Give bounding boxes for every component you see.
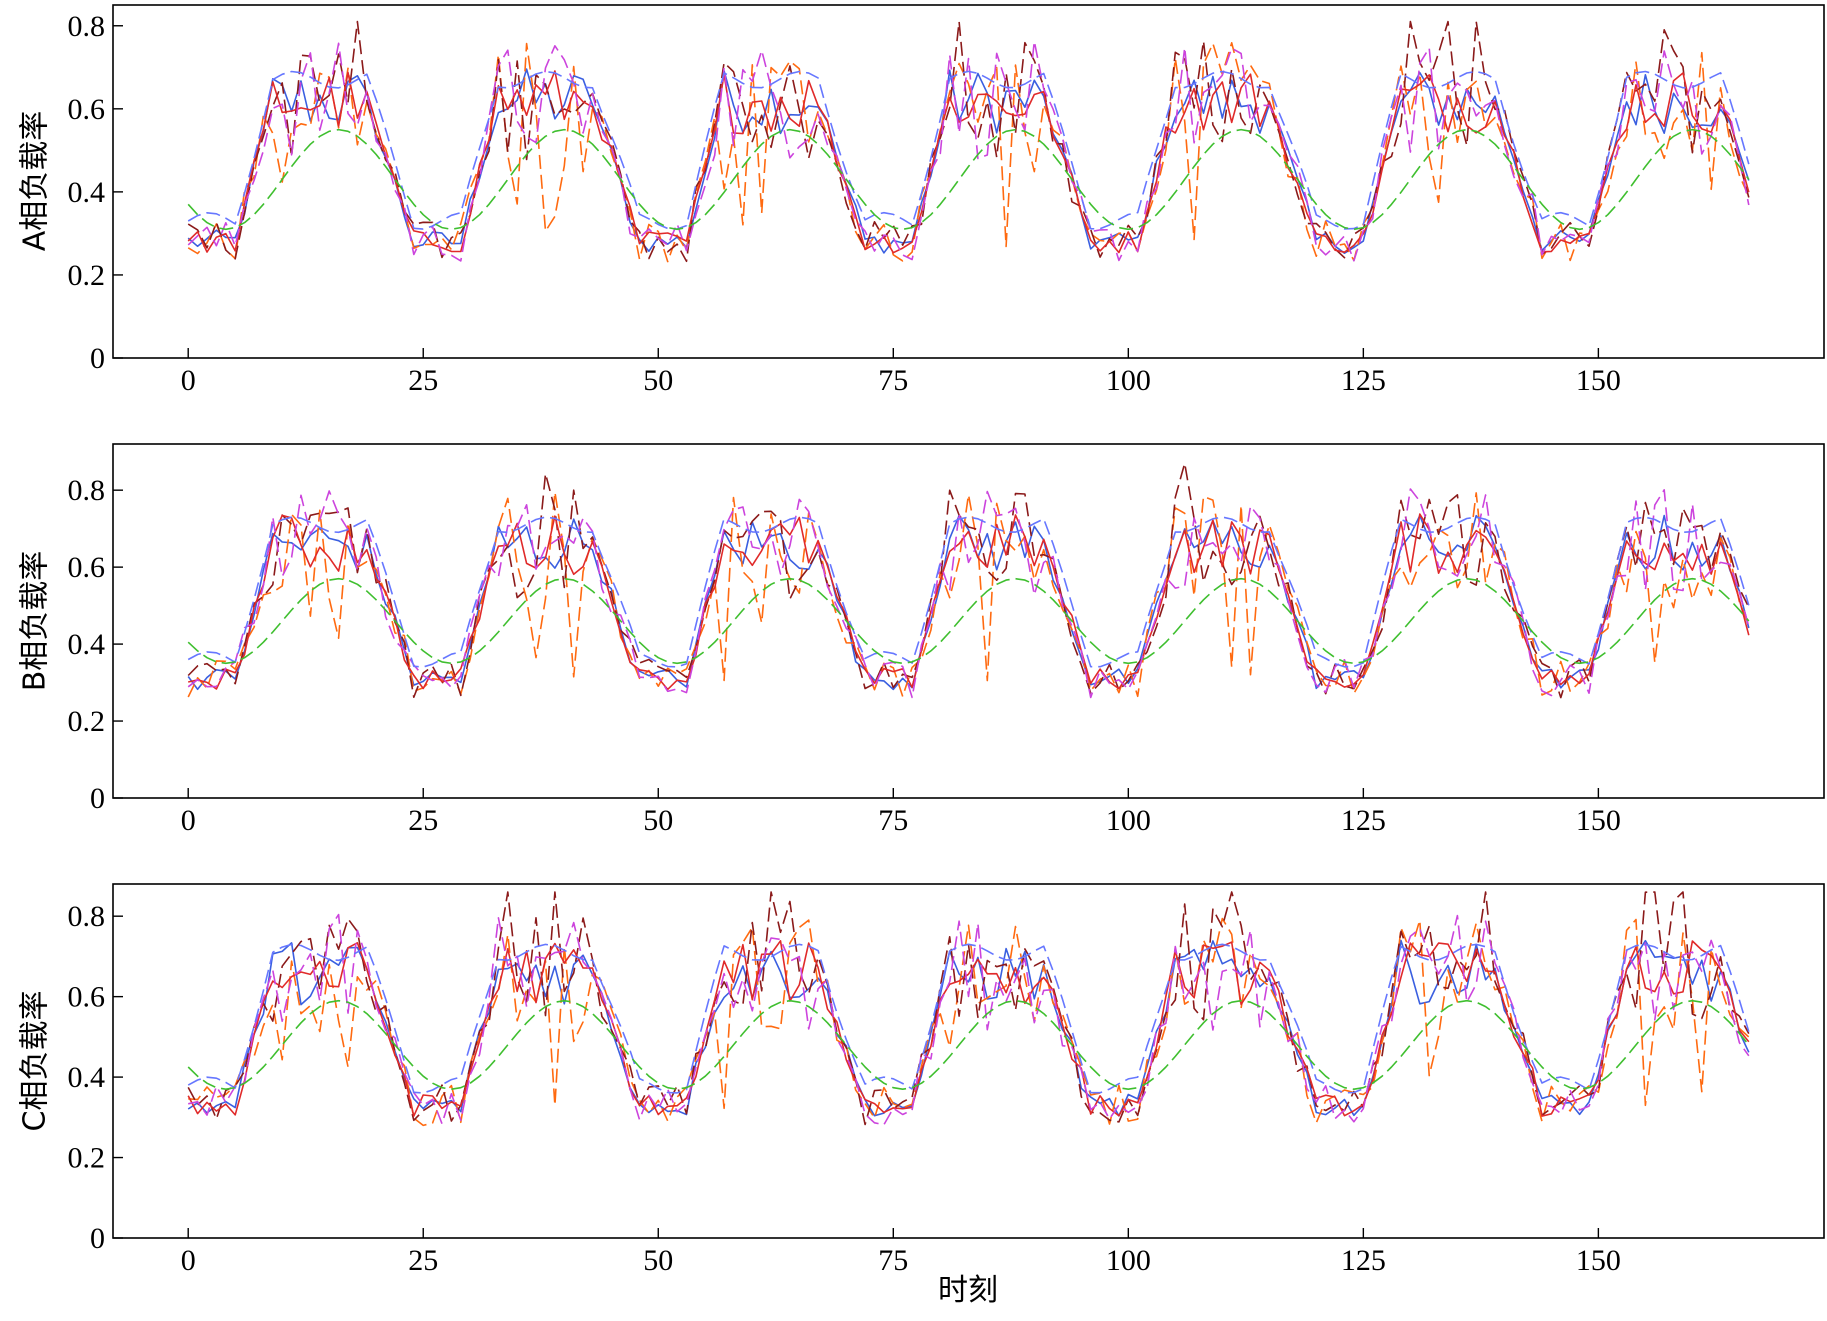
x-tick-label: 50	[643, 1244, 673, 1277]
series-line-6	[187, 70, 1750, 230]
series-line-3	[187, 20, 1750, 263]
x-tick-label: 75	[878, 1244, 908, 1277]
y-tick-label: 0	[90, 1222, 105, 1255]
x-tick-label: 25	[408, 364, 438, 397]
x-tick-label: 150	[1576, 364, 1621, 397]
y-tick-label: 0.6	[68, 93, 106, 126]
series-line-4	[187, 70, 1750, 254]
y-tick-label: 0.4	[68, 628, 106, 661]
series-line-3	[187, 462, 1750, 699]
series-line-7	[187, 577, 1750, 665]
x-tick-label: 25	[408, 804, 438, 837]
ylabel-c: C相负载率	[18, 991, 53, 1132]
series-line-6	[187, 943, 1750, 1094]
series-line-1	[187, 68, 1750, 254]
series-line-3	[187, 891, 1750, 1126]
series-line-5	[187, 488, 1750, 699]
x-tick-label: 125	[1341, 804, 1386, 837]
y-tick-label: 0.6	[68, 551, 106, 584]
ylabel-b: B相负载率	[18, 551, 53, 692]
x-tick-label: 100	[1106, 804, 1151, 837]
x-tick-label: 0	[181, 364, 196, 397]
y-tick-label: 0.2	[68, 1142, 106, 1175]
y-tick-label: 0.2	[68, 259, 106, 292]
axes-frame-b	[112, 443, 1825, 799]
x-tick-label: 150	[1576, 804, 1621, 837]
y-tick-label: 0	[90, 342, 105, 375]
panel-c-phase: C相负载率 0 25 50 75 100 125 150 0 0.2 0.4 0.6 0.8	[18, 883, 1825, 1277]
y-tick-label: 0.8	[68, 900, 106, 933]
y-tick-label: 0.8	[68, 474, 106, 507]
axes-frame-a	[112, 4, 1825, 359]
xlabel: 时刻	[938, 1273, 998, 1308]
y-tick-label: 0.8	[68, 10, 106, 43]
y-tick-label: 0.4	[68, 176, 106, 209]
x-tick-label: 125	[1341, 1244, 1386, 1277]
series-line-7	[187, 999, 1750, 1090]
panel-a-phase: A相负载率 0 25 50 75 100 125 150 0 0.2 0.4 0.6 0.8	[18, 4, 1825, 397]
y-tick-label: 0.4	[68, 1061, 106, 1094]
series-line-2	[187, 491, 1750, 698]
x-tick-label: 75	[878, 804, 908, 837]
series-line-4	[187, 939, 1750, 1117]
x-tick-label: 75	[878, 364, 908, 397]
x-tick-label: 150	[1576, 1244, 1621, 1277]
panel-b-phase: B相负载率 0 25 50 75 100 125 150 0 0.2 0.4 0.6 0.8	[18, 443, 1825, 837]
y-tick-label: 0	[90, 782, 105, 815]
y-tick-label: 0.6	[68, 981, 106, 1014]
x-tick-label: 0	[181, 1244, 196, 1277]
axes-frame-c	[112, 883, 1825, 1239]
series-line-2	[188, 917, 1750, 1127]
x-tick-label: 100	[1106, 1244, 1151, 1277]
series-line-6	[187, 516, 1750, 668]
y-tick-label: 0.2	[68, 705, 106, 738]
series-line-5	[187, 40, 1750, 262]
x-tick-label: 50	[643, 364, 673, 397]
series-line-1	[187, 939, 1750, 1117]
x-tick-label: 50	[643, 804, 673, 837]
ylabel-a: A相负载率	[18, 111, 53, 252]
series-line-4	[188, 513, 1750, 691]
x-tick-label: 25	[408, 1244, 438, 1277]
x-tick-label: 0	[181, 804, 196, 837]
x-tick-label: 100	[1106, 364, 1151, 397]
x-tick-label: 125	[1341, 364, 1386, 397]
series-line-7	[187, 128, 1750, 231]
series-line-1	[187, 514, 1750, 691]
series-line-5	[188, 913, 1750, 1126]
